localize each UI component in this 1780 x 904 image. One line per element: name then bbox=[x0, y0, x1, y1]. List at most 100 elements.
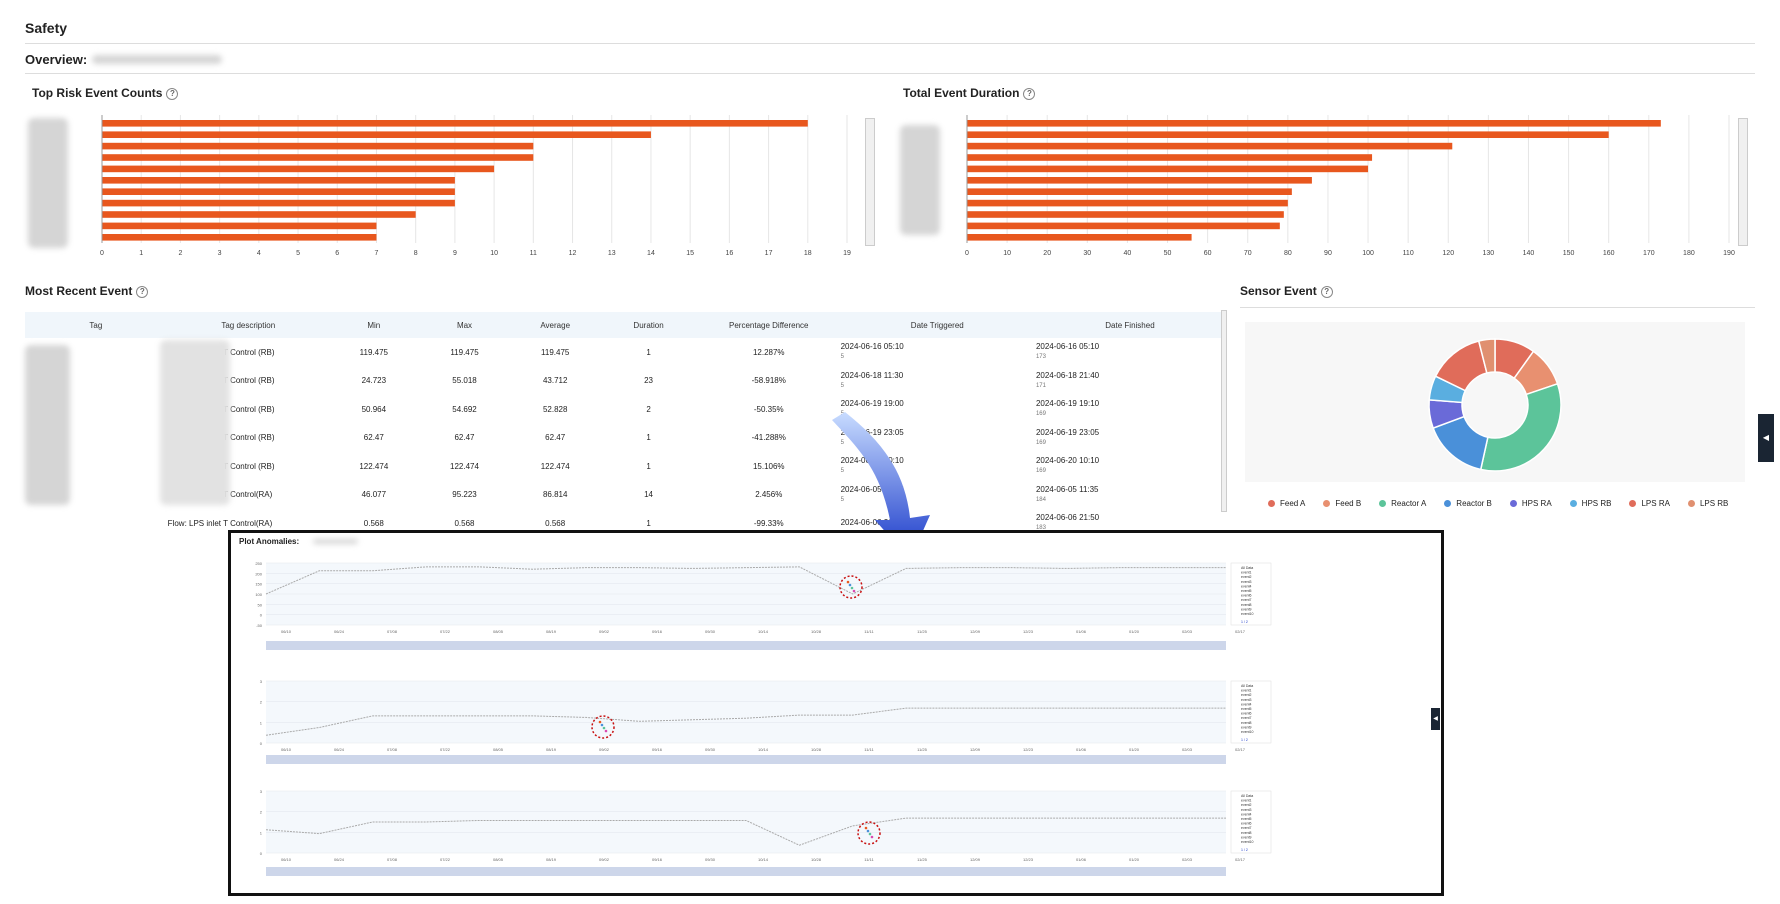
legend-label: HPS RA bbox=[1521, 499, 1552, 508]
duration-tick-label: 80 bbox=[1284, 250, 1292, 257]
legend-item[interactable]: Feed A bbox=[1268, 499, 1305, 508]
legend-swatch bbox=[1509, 500, 1517, 507]
legend-item[interactable]: LPS RA bbox=[1629, 499, 1670, 508]
legend-label: Feed A bbox=[1280, 499, 1306, 508]
percentage-cell: 2.456% bbox=[755, 490, 783, 500]
date-value: 2024-06-19 19:10 bbox=[1035, 399, 1100, 409]
anomaly-legend-label: event3 bbox=[1241, 808, 1252, 812]
risk-tick-label: 16 bbox=[725, 250, 733, 257]
anomaly-x-tick: 06/24 bbox=[334, 857, 345, 862]
duration-tick-label: 30 bbox=[1083, 250, 1091, 257]
anomaly-legend-label: event8 bbox=[1241, 721, 1252, 725]
help-icon[interactable]: ? bbox=[1023, 87, 1036, 100]
duration-tick-label: 140 bbox=[1523, 250, 1535, 257]
anomaly-range-navigator bbox=[266, 641, 1226, 650]
legend-item[interactable]: Reactor A bbox=[1379, 499, 1426, 508]
anomaly-x-tick: 10/28 bbox=[811, 857, 822, 862]
col-date-finished[interactable]: Date Finished bbox=[1034, 312, 1225, 338]
risk-tick-label: 7 bbox=[375, 250, 379, 257]
anomaly-legend-pager: 1 / 2 bbox=[1241, 620, 1248, 624]
anomaly-legend-label: event9 bbox=[1241, 725, 1252, 729]
legend-item[interactable]: HPS RB bbox=[1569, 499, 1611, 508]
date-triggered-cell: 2024-06-18 11:30 5 bbox=[840, 367, 1035, 396]
date-value: 2024-06-18 21:40 bbox=[1035, 370, 1100, 380]
anomaly-x-tick: 06/24 bbox=[334, 629, 345, 634]
overview-label: Overview: bbox=[25, 52, 88, 67]
duration-bar bbox=[967, 188, 1292, 195]
col-percentage-difference[interactable]: Percentage Difference bbox=[697, 312, 840, 338]
anomaly-x-tick: 02/03 bbox=[1182, 857, 1193, 862]
date-sub-value: 5 bbox=[840, 439, 844, 446]
duration-bar bbox=[967, 222, 1280, 230]
col-tag[interactable]: Tag bbox=[25, 312, 167, 338]
duration-bar bbox=[967, 131, 1609, 138]
anomaly-y-tick: 0 bbox=[260, 741, 263, 746]
anomaly-event-point bbox=[604, 729, 608, 733]
duration-cell: 1 bbox=[646, 347, 651, 357]
duration-chart-scrollbar[interactable] bbox=[1738, 118, 1748, 246]
anomaly-x-tick: 10/28 bbox=[811, 629, 822, 634]
col-tag-description[interactable]: Tag description bbox=[166, 312, 330, 338]
anomaly-x-tick: 02/17 bbox=[1235, 747, 1246, 752]
percentage-cell: -50.35% bbox=[753, 404, 784, 414]
duration-tick-label: 20 bbox=[1043, 250, 1051, 257]
date-value: 2024-06-20 10:10 bbox=[1035, 456, 1100, 466]
plot-anomalies-tag-blurred bbox=[313, 539, 358, 544]
table-row[interactable]: Flow: LPS inlet T Control(RA) 0.568 0.568 0… bbox=[25, 509, 1225, 538]
duration-tick-label: 100 bbox=[1362, 250, 1374, 257]
anomaly-x-tick: 07/08 bbox=[387, 747, 398, 752]
plot-anomalies-title: Plot Anomalies: bbox=[239, 537, 300, 546]
anomaly-event-point bbox=[868, 832, 872, 836]
anomaly-x-tick: 12/09 bbox=[970, 629, 981, 634]
anomaly-legend-label: event4 bbox=[1241, 812, 1252, 816]
anomaly-legend-label: event10 bbox=[1241, 612, 1254, 616]
date-value: 2024-06-19 23:05 bbox=[840, 427, 904, 437]
anomaly-event-point bbox=[602, 726, 606, 730]
help-icon[interactable]: ? bbox=[166, 87, 179, 100]
anomaly-legend-box bbox=[1230, 562, 1272, 626]
help-icon[interactable]: ? bbox=[1320, 285, 1333, 298]
top-risk-title: Top Risk Event Counts? bbox=[32, 86, 179, 100]
col-duration[interactable]: Duration bbox=[599, 312, 698, 338]
risk-bar bbox=[102, 234, 377, 241]
min-cell: 62.47 bbox=[363, 433, 384, 443]
legend-swatch bbox=[1629, 500, 1637, 507]
col-average[interactable]: Average bbox=[511, 312, 600, 338]
risk-tick-label: 1 bbox=[139, 250, 143, 257]
legend-item[interactable]: Reactor B bbox=[1444, 499, 1492, 508]
side-panel-toggle[interactable]: ◀ bbox=[1758, 414, 1774, 462]
duration-cell: 1 bbox=[646, 518, 651, 528]
duration-tick-label: 50 bbox=[1164, 250, 1172, 257]
risk-tick-label: 2 bbox=[178, 250, 182, 257]
anomaly-x-tick: 08/05 bbox=[493, 629, 504, 634]
anomaly-x-tick: 06/10 bbox=[281, 747, 292, 752]
average-cell: 119.475 bbox=[541, 347, 570, 357]
legend-item[interactable]: HPS RA bbox=[1509, 499, 1552, 508]
percentage-cell: -41.288% bbox=[751, 433, 786, 443]
min-cell: 24.723 bbox=[361, 376, 387, 386]
table-scrollbar[interactable] bbox=[1221, 310, 1227, 512]
col-min[interactable]: Min bbox=[329, 312, 418, 338]
anomaly-legend-label: event9 bbox=[1241, 607, 1252, 611]
risk-chart-scrollbar[interactable] bbox=[865, 118, 875, 246]
col-date-triggered[interactable]: Date Triggered bbox=[839, 312, 1035, 338]
anomaly-legend-pager: 1 / 2 bbox=[1241, 848, 1248, 852]
sensor-event-title: Sensor Event? bbox=[1240, 284, 1333, 298]
anomaly-plot-bg bbox=[266, 681, 1226, 743]
legend-label: LPS RA bbox=[1641, 499, 1670, 508]
help-icon[interactable]: ? bbox=[136, 285, 149, 298]
anomaly-legend-label: event5 bbox=[1241, 707, 1252, 711]
legend-item[interactable]: LPS RB bbox=[1687, 499, 1728, 508]
duration-bar bbox=[967, 142, 1453, 150]
anomaly-legend-label: event2 bbox=[1241, 693, 1252, 697]
anomaly-x-tick: 01/06 bbox=[1076, 629, 1087, 634]
page-title: Safety bbox=[25, 20, 68, 36]
legend-item[interactable]: Feed B bbox=[1323, 499, 1361, 508]
min-cell: 46.077 bbox=[361, 490, 387, 500]
legend-label: Reactor B bbox=[1456, 499, 1492, 508]
anomaly-x-tick: 12/23 bbox=[1023, 629, 1034, 634]
col-max[interactable]: Max bbox=[417, 312, 512, 338]
anomaly-x-tick: 06/10 bbox=[281, 629, 292, 634]
anomaly-side-toggle[interactable]: ◀ bbox=[1431, 708, 1440, 730]
risk-bar bbox=[102, 199, 455, 207]
